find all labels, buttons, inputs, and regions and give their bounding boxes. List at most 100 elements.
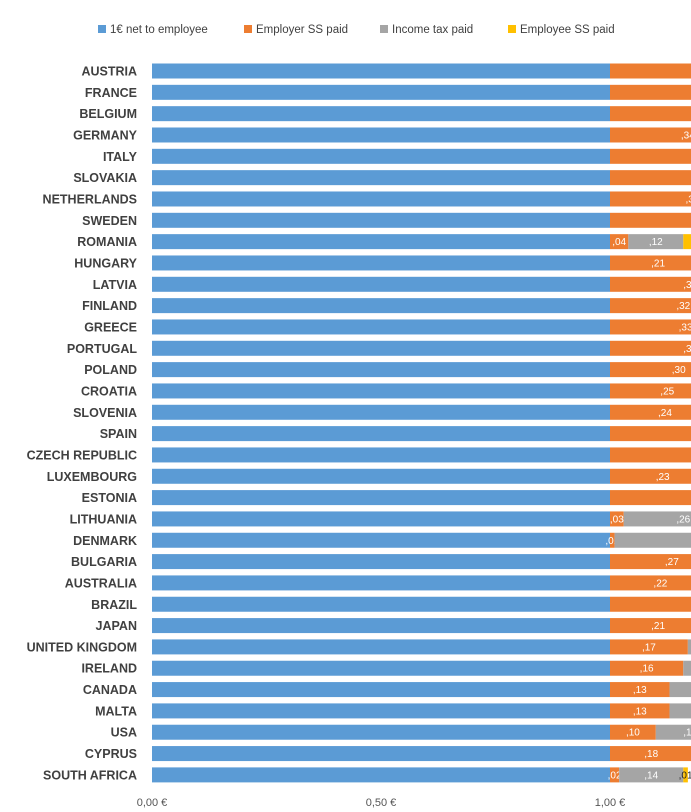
category-label: MALTA [95, 704, 137, 718]
bar-segment [610, 127, 691, 143]
category-label: BRAZIL [91, 598, 137, 612]
bar-segment [152, 148, 610, 164]
category-label: FRANCE [85, 86, 137, 100]
category-label: HUNGARY [74, 256, 137, 270]
category-label: FINLAND [82, 299, 137, 313]
bar-segment [152, 170, 610, 186]
bar-segment [610, 383, 691, 399]
segment-label: ,36 [685, 194, 691, 205]
x-tick-label: 0,50 € [366, 797, 397, 809]
category-label: LITHUANIA [70, 512, 137, 526]
category-label: IRELAND [81, 662, 137, 676]
legend-label: Income tax paid [392, 24, 473, 36]
bar-segment [152, 383, 610, 399]
bar-segment [152, 468, 610, 484]
category-label: UNITED KINGDOM [27, 640, 137, 654]
bar-segment [152, 426, 610, 442]
bar-segment [610, 575, 691, 591]
category-label: ROMANIA [77, 235, 137, 249]
segment-label: ,01 [679, 770, 691, 781]
bar-segment [152, 298, 610, 314]
legend-swatch [98, 25, 106, 33]
x-tick-label: 1,00 € [595, 797, 626, 809]
bar-segment [152, 639, 610, 655]
bar-segment [152, 447, 610, 463]
legend-swatch [380, 25, 388, 33]
bar-segment [610, 234, 629, 250]
segment-label: ,02 [608, 770, 622, 781]
category-label: BULGARIA [71, 555, 137, 569]
category-label: AUSTRALIA [65, 576, 137, 590]
bar-segment [610, 426, 691, 442]
segment-label: ,10 [626, 728, 640, 739]
bar-segment [152, 106, 610, 122]
bar-segment [152, 234, 610, 250]
bar-segment [683, 660, 691, 676]
bar-segment [610, 490, 691, 506]
legend-label: Employee SS paid [520, 24, 615, 36]
category-label: NETHERLANDS [43, 192, 137, 206]
segment-label: ,12 [649, 237, 663, 248]
bar-segment [610, 63, 691, 79]
bar-segment [610, 746, 691, 762]
bar-segment [610, 212, 691, 228]
category-label: PORTUGAL [67, 342, 138, 356]
category-label: SOUTH AFRICA [43, 768, 137, 782]
bar-segment [610, 468, 691, 484]
category-label: CANADA [83, 683, 137, 697]
segment-label: ,21 [651, 258, 665, 269]
bar-segment [614, 532, 691, 548]
bar-segment [610, 532, 615, 548]
segment-label: ,13 [633, 706, 647, 717]
bar-segment [152, 554, 610, 570]
bar-segment [610, 148, 691, 164]
bar-segment [610, 404, 691, 420]
bar-segment [610, 319, 691, 335]
segment-label: ,23 [656, 472, 670, 483]
category-label: ITALY [103, 150, 138, 164]
bar-segment [152, 191, 610, 207]
segment-label: ,17 [642, 642, 656, 653]
category-label: CYPRUS [85, 747, 137, 761]
bar-segment [628, 234, 684, 250]
category-label: JAPAN [96, 619, 137, 633]
bar-segment [610, 255, 691, 271]
category-label: LATVIA [93, 278, 137, 292]
chart-legend: 1€ net to employee Employer SS paid Income… [98, 24, 615, 36]
category-labels: AUSTRIA FRANCE BELGIUM GERMANY ITALY SLOVAKIA… [27, 65, 138, 783]
bar-segment [610, 596, 691, 612]
segment-label: ,25 [660, 386, 674, 397]
segment-label: ,04 [612, 237, 626, 248]
bar-segment [610, 618, 691, 634]
category-label: CROATIA [81, 384, 137, 398]
bar-segment [610, 298, 691, 314]
bar-segment [152, 63, 610, 79]
category-label: DENMARK [73, 534, 137, 548]
category-label: GERMANY [73, 128, 138, 142]
bar-segment [683, 234, 691, 250]
bar-segment [152, 660, 610, 676]
bar-segment [152, 212, 610, 228]
bar-segment [610, 682, 670, 698]
bar-segment [152, 255, 610, 271]
bar-segment [152, 532, 610, 548]
segment-label: ,24 [658, 408, 672, 419]
bar-segment [152, 319, 610, 335]
segment-label: ,01 [605, 536, 619, 547]
bar-segment [152, 490, 610, 506]
bar-segment [152, 746, 610, 762]
segment-label: ,35 [683, 344, 691, 355]
bar-segment [610, 767, 620, 783]
bar-segment [152, 724, 610, 740]
category-label: CZECH REPUBLIC [27, 448, 137, 462]
bar-segment [152, 340, 610, 356]
bar-segment [669, 703, 691, 719]
bar-segment [152, 276, 610, 292]
segment-label: ,27 [665, 557, 679, 568]
segment-label: ,34 [681, 130, 691, 141]
segment-label: ,21 [651, 621, 665, 632]
category-label: SPAIN [100, 427, 137, 441]
legend-label: 1€ net to employee [110, 24, 208, 36]
category-label: SWEDEN [82, 214, 137, 228]
bar-segment [152, 575, 610, 591]
